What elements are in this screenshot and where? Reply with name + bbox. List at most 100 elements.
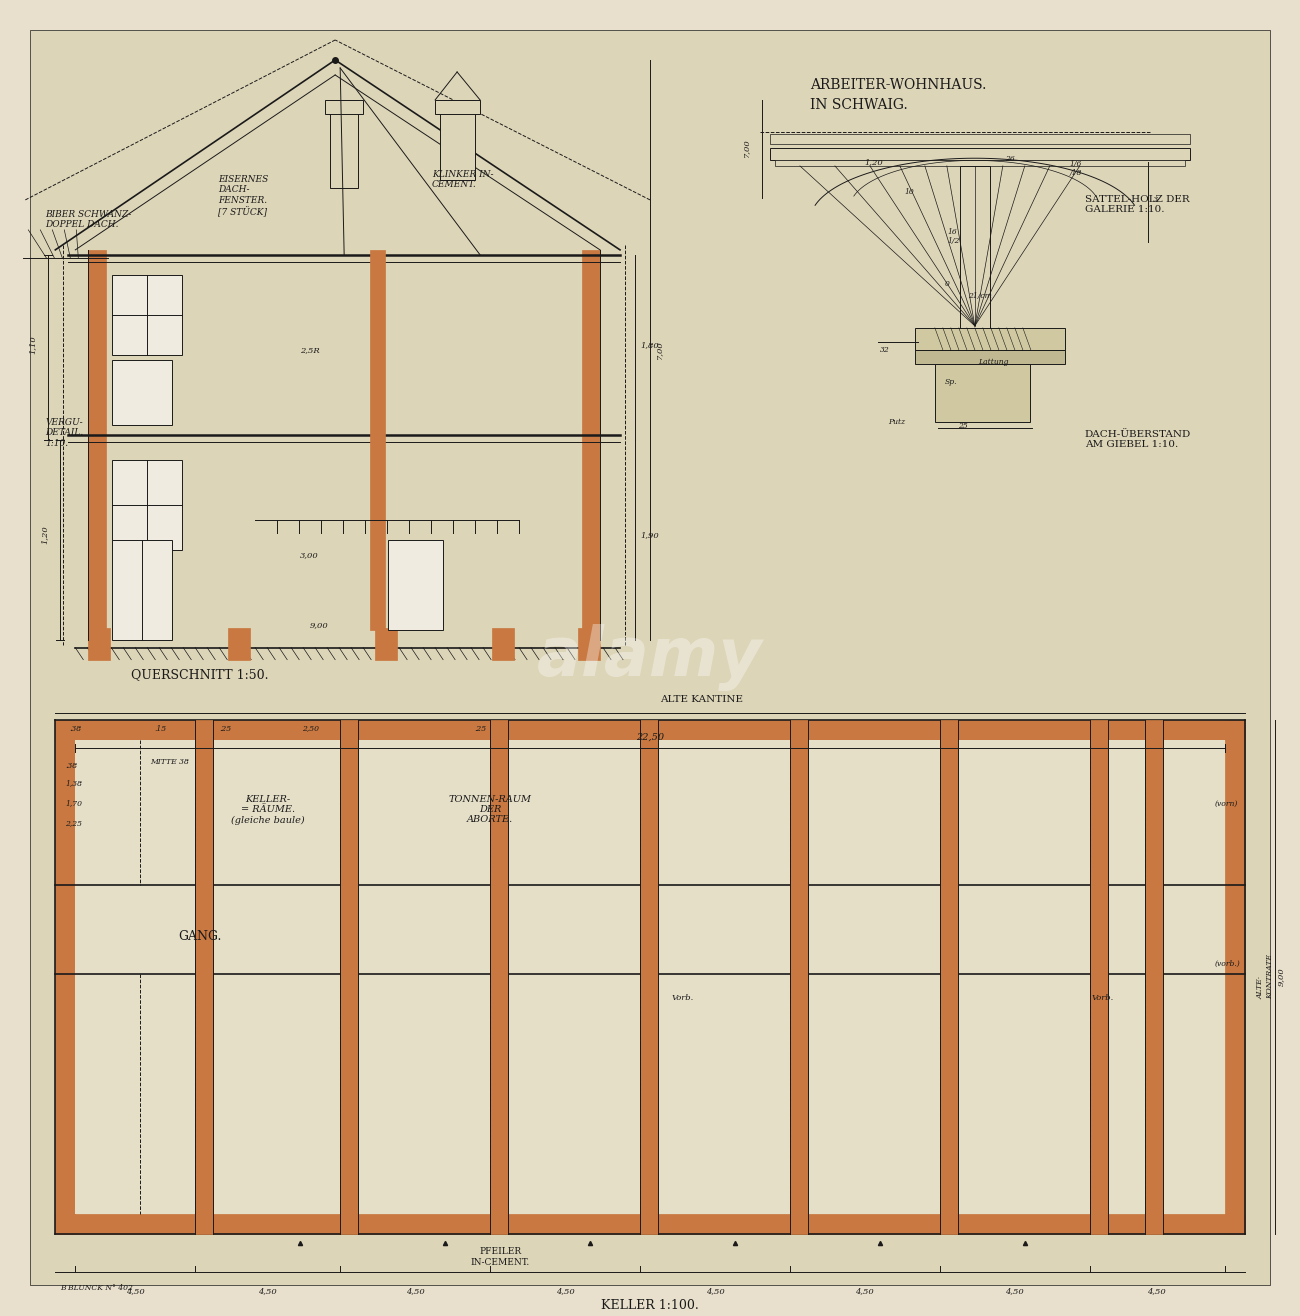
Text: Sp.: Sp. xyxy=(945,378,957,386)
Text: .15: .15 xyxy=(155,725,166,733)
Bar xyxy=(75,740,1225,1215)
Bar xyxy=(330,100,359,188)
Bar xyxy=(1145,720,1162,1234)
Bar xyxy=(775,161,1184,166)
Bar xyxy=(582,430,601,629)
Text: alamy: alamy xyxy=(537,624,763,691)
Text: 1,90: 1,90 xyxy=(640,530,659,538)
Bar xyxy=(376,628,396,659)
Text: VERGU-
DETAIL.
1:10.: VERGU- DETAIL. 1:10. xyxy=(46,417,83,447)
Text: DACH-ÜBERSTAND
AM GIEBEL 1:10.: DACH-ÜBERSTAND AM GIEBEL 1:10. xyxy=(1084,430,1191,449)
Text: 3,00: 3,00 xyxy=(300,550,318,559)
Bar xyxy=(915,350,1065,363)
Text: Putz: Putz xyxy=(888,417,905,426)
Text: 32: 32 xyxy=(880,346,889,354)
Bar xyxy=(582,250,601,430)
Text: 10: 10 xyxy=(905,188,915,196)
Bar xyxy=(195,720,213,1234)
Text: 0: 0 xyxy=(945,280,950,288)
Bar xyxy=(940,720,958,1234)
Text: 2,5R: 2,5R xyxy=(300,346,320,354)
Bar xyxy=(88,628,110,659)
Text: 22,50: 22,50 xyxy=(636,733,664,742)
Text: 4,50: 4,50 xyxy=(555,1287,575,1295)
Text: (vorn): (vorn) xyxy=(1214,800,1238,808)
Text: ALTE KANTINE: ALTE KANTINE xyxy=(660,695,744,704)
Bar xyxy=(790,720,807,1234)
Text: EISERNES
DACH-
FENSTER.
[7 STÜCK]: EISERNES DACH- FENSTER. [7 STÜCK] xyxy=(218,175,269,217)
Bar xyxy=(578,628,601,659)
Text: (vorb.): (vorb.) xyxy=(1214,959,1240,967)
Text: BIBER SCHWANZ-
DOPPEL DACH.: BIBER SCHWANZ- DOPPEL DACH. xyxy=(46,209,131,229)
Text: ALTE·
KONTRATE: ALTE· KONTRATE xyxy=(1257,954,1274,999)
Bar xyxy=(56,720,75,1234)
Text: 1,70: 1,70 xyxy=(65,800,82,808)
Text: .38: .38 xyxy=(65,762,78,770)
Text: 7,00: 7,00 xyxy=(742,138,750,158)
Text: 21/cm: 21/cm xyxy=(967,292,992,300)
Text: 9,00: 9,00 xyxy=(1277,967,1284,986)
Bar xyxy=(915,328,1065,350)
Bar xyxy=(1225,720,1244,1234)
Text: 4,50: 4,50 xyxy=(1148,1287,1166,1295)
Text: 2,25: 2,25 xyxy=(65,820,82,828)
Bar xyxy=(1089,720,1108,1234)
Bar xyxy=(112,459,182,550)
Text: MITTE 38: MITTE 38 xyxy=(151,758,188,766)
Bar xyxy=(436,100,480,114)
Text: 26: 26 xyxy=(1005,155,1014,163)
Bar xyxy=(56,720,1244,740)
Text: .25: .25 xyxy=(474,725,486,733)
Text: Vorb.: Vorb. xyxy=(1092,995,1114,1003)
Text: KLINKER IN-
CEMENT.: KLINKER IN- CEMENT. xyxy=(432,170,494,190)
Text: 1/6
/18: 1/6 /18 xyxy=(1070,161,1082,178)
Text: 9,00: 9,00 xyxy=(311,621,329,629)
Text: 1,80: 1,80 xyxy=(640,341,659,349)
Bar xyxy=(441,100,474,180)
Bar xyxy=(490,720,508,1234)
Bar xyxy=(341,720,359,1234)
Text: 4,50: 4,50 xyxy=(706,1287,724,1295)
Text: PFEILER
IN-CEMENT.: PFEILER IN-CEMENT. xyxy=(471,1248,529,1267)
Text: IN SCHWAIG.: IN SCHWAIG. xyxy=(810,97,907,112)
Text: 3: 3 xyxy=(1153,196,1158,204)
Text: 4,50: 4,50 xyxy=(855,1287,875,1295)
Text: KELLER-
= RÄUME.
(gleiche baule): KELLER- = RÄUME. (gleiche baule) xyxy=(231,795,306,825)
Bar xyxy=(493,628,514,659)
Bar xyxy=(370,250,385,629)
Bar xyxy=(229,628,250,659)
Text: 7,00: 7,00 xyxy=(655,341,663,359)
Text: 1,20: 1,20 xyxy=(40,525,48,544)
Bar xyxy=(959,166,989,340)
Text: Vorb.: Vorb. xyxy=(672,995,694,1003)
Text: GANG.: GANG. xyxy=(178,929,222,942)
Text: ARBEITER-WOHNHAUS.: ARBEITER-WOHNHAUS. xyxy=(810,78,987,92)
Text: 1,38: 1,38 xyxy=(65,779,82,787)
Text: SATTEL-HOLZ DER
GALERIE 1:10.: SATTEL-HOLZ DER GALERIE 1:10. xyxy=(1084,195,1190,215)
Bar xyxy=(112,540,172,640)
Bar xyxy=(88,430,107,629)
Text: Lattung: Lattung xyxy=(978,358,1009,366)
Text: KELLER 1:100.: KELLER 1:100. xyxy=(601,1299,699,1312)
Text: 1,10: 1,10 xyxy=(29,336,36,354)
Text: 4,50: 4,50 xyxy=(257,1287,277,1295)
Bar xyxy=(112,275,182,355)
Text: 4,50: 4,50 xyxy=(126,1287,144,1295)
Text: .38: .38 xyxy=(69,725,82,733)
Bar xyxy=(640,720,658,1234)
Text: .25: .25 xyxy=(220,725,231,733)
Bar xyxy=(88,250,107,430)
Text: TONNEN-RAUM
DER
ABORTE.: TONNEN-RAUM DER ABORTE. xyxy=(448,795,532,824)
Bar xyxy=(112,359,172,425)
Bar xyxy=(770,134,1190,143)
Bar xyxy=(770,147,1190,161)
Text: 25: 25 xyxy=(958,422,967,430)
Text: QUERSCHNITT 1:50.: QUERSCHNITT 1:50. xyxy=(131,667,269,680)
Bar xyxy=(389,540,443,629)
Bar xyxy=(325,100,363,114)
Text: 1,20: 1,20 xyxy=(864,158,884,166)
Text: 16
1/2: 16 1/2 xyxy=(948,228,961,245)
Text: 4,50: 4,50 xyxy=(1005,1287,1024,1295)
Text: 4,50: 4,50 xyxy=(406,1287,425,1295)
Bar xyxy=(56,1215,1244,1234)
